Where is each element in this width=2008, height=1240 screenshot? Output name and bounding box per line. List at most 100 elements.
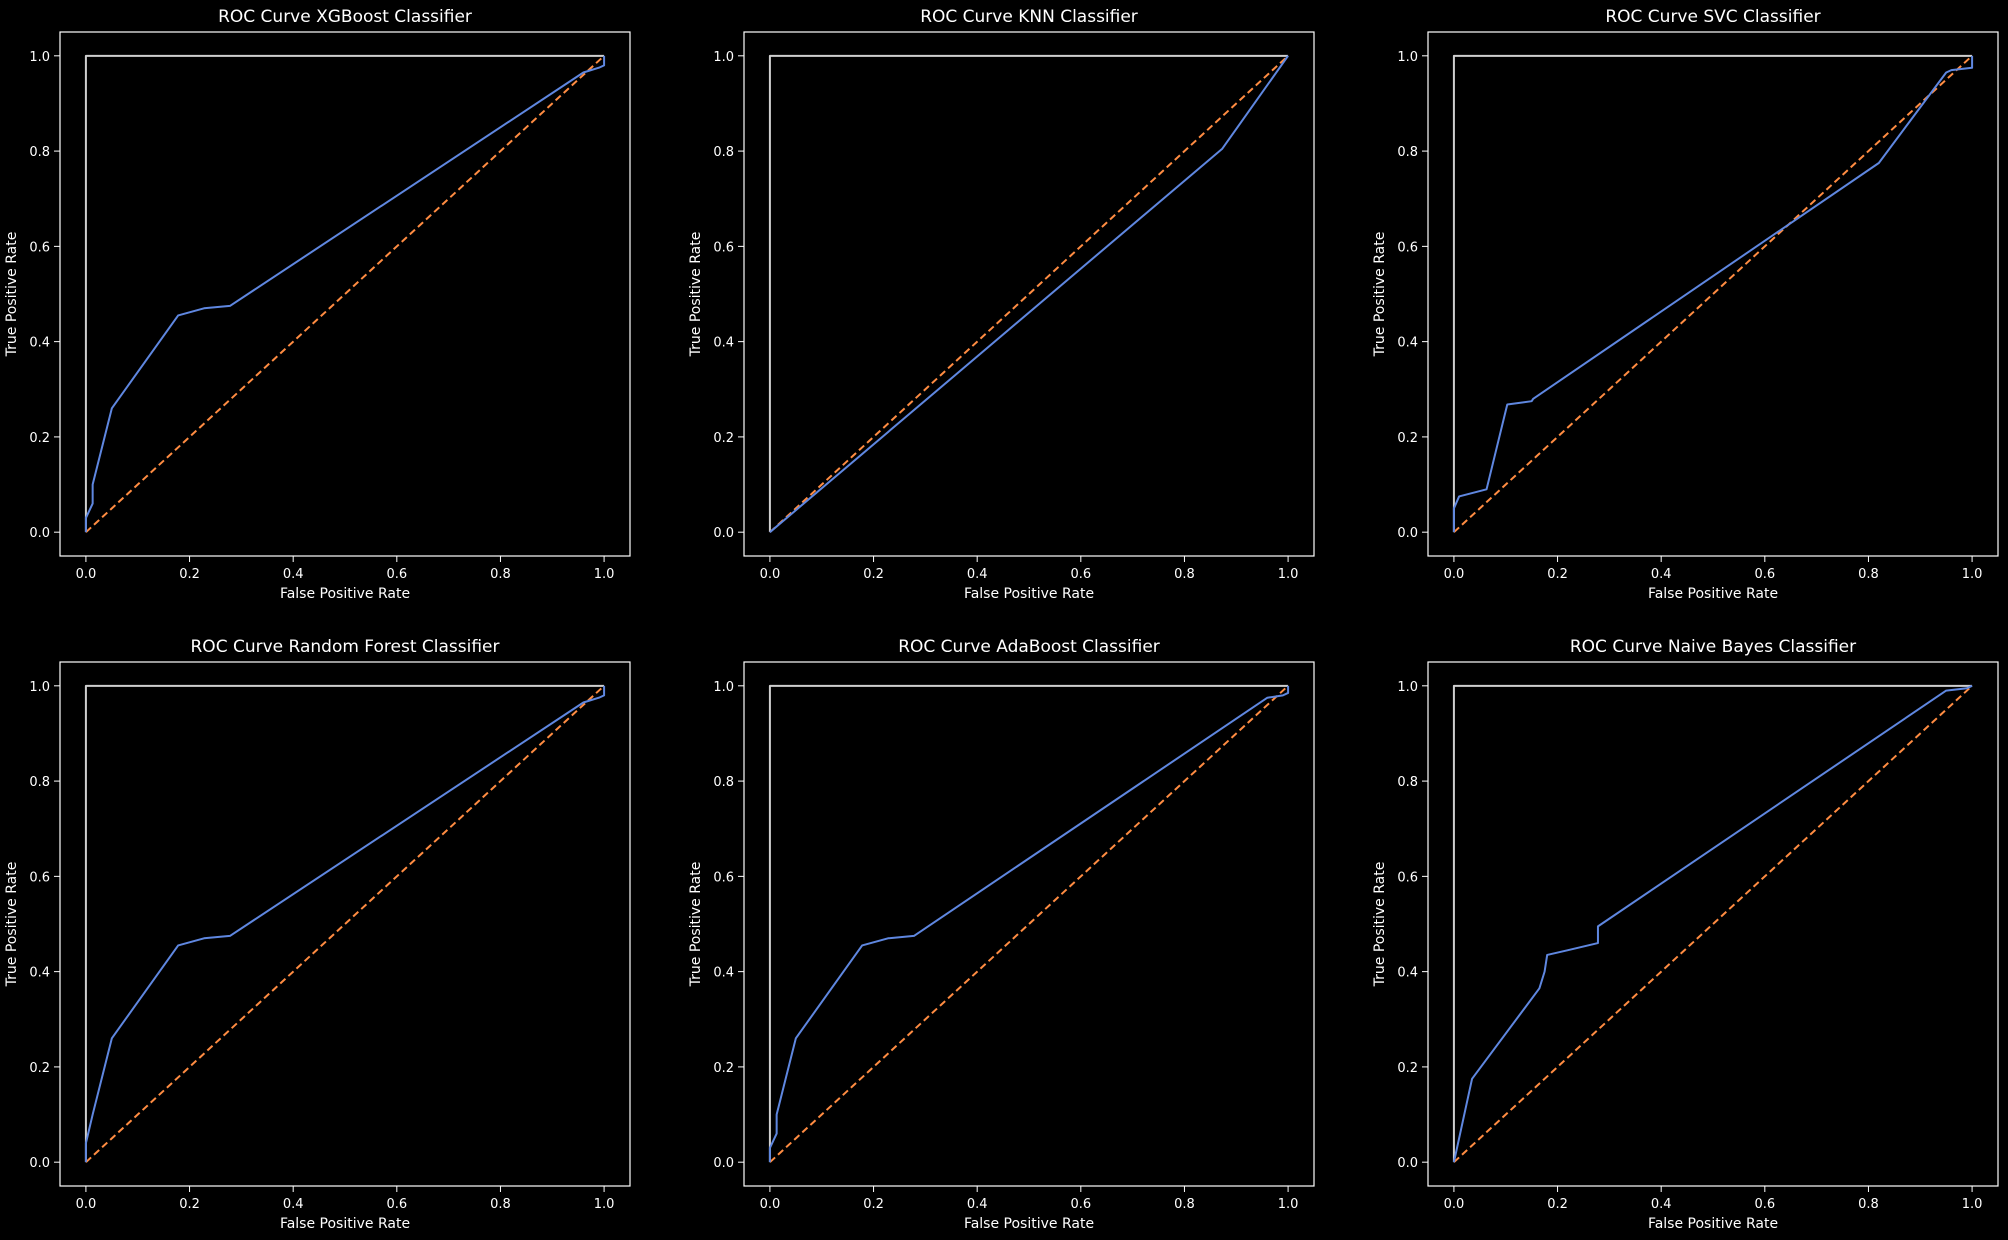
y-tick-label: 0.2	[29, 1061, 50, 1076]
x-tick-label: 0.6	[386, 567, 407, 582]
perfect-classifier-line	[84, 54, 605, 533]
x-tick-label: 0.0	[76, 1197, 97, 1212]
roc-curve-line	[768, 685, 1290, 1163]
roc-subplot-1: ROC Curve XGBoost Classifier 0.0 0.2 0.4 0.6…	[4, 7, 631, 602]
x-tick-label: 0.4	[283, 1197, 304, 1212]
y-axis-label: True Positive Rate	[1372, 232, 1388, 358]
perfect-classifier-line	[84, 684, 605, 1163]
roc-curve-line	[1452, 684, 1973, 1163]
x-tick-label: 0.6	[1754, 567, 1775, 582]
x-tick-label: 0.4	[283, 567, 304, 582]
x-tick-label: 0.8	[490, 567, 511, 582]
x-tick-label: 0.0	[760, 567, 781, 582]
x-tick-label: 0.2	[1547, 1197, 1568, 1212]
y-tick-label: 0.4	[713, 966, 734, 981]
y-tick-label: 0.8	[29, 145, 50, 160]
y-tick-label: 0.6	[1397, 870, 1418, 885]
perfect-classifier-line	[768, 54, 1289, 533]
x-tick-label: 1.0	[594, 1197, 615, 1212]
roc-curve-line	[769, 55, 1289, 533]
axes-frame	[59, 31, 631, 557]
x-tick-label: 1.0	[594, 567, 615, 582]
y-tick-label: 0.2	[29, 431, 50, 446]
chance-diagonal-line	[769, 685, 1289, 1163]
y-tick-label: 0.0	[1397, 526, 1418, 541]
x-tick-label: 0.2	[863, 567, 884, 582]
x-tick-label: 0.0	[760, 1197, 781, 1212]
axes-frame	[1427, 661, 1999, 1187]
y-tick-label: 0.0	[713, 526, 734, 541]
y-tick-label: 1.0	[1397, 680, 1418, 695]
x-tick-label: 0.4	[967, 1197, 988, 1212]
chance-diagonal-line	[769, 55, 1289, 533]
roc-subplot-2: ROC Curve KNN Classifier 0.0 0.2 0.4 0.6 0.8 1…	[688, 7, 1315, 602]
x-tick-label: 0.8	[1174, 1197, 1195, 1212]
x-tick-label: 0.8	[1858, 567, 1879, 582]
x-axis-label: False Positive Rate	[964, 1216, 1094, 1232]
y-tick-label: 0.8	[713, 775, 734, 790]
y-tick-label: 1.0	[713, 50, 734, 65]
axes-frame	[743, 31, 1315, 557]
axes-frame	[743, 661, 1315, 1187]
x-tick-label: 1.0	[1278, 567, 1299, 582]
y-tick-label: 0.6	[29, 870, 50, 885]
y-tick-label: 0.2	[713, 431, 734, 446]
y-tick-label: 0.6	[29, 240, 50, 255]
subplot-title: ROC Curve AdaBoost Classifier	[898, 637, 1160, 657]
x-tick-label: 0.2	[179, 1197, 200, 1212]
x-tick-label: 1.0	[1962, 1197, 1983, 1212]
x-tick-label: 0.8	[1858, 1197, 1879, 1212]
axes-frame	[59, 661, 631, 1187]
y-tick-label: 0.4	[29, 336, 50, 351]
x-tick-label: 0.2	[863, 1197, 884, 1212]
x-tick-label: 0.8	[490, 1197, 511, 1212]
y-axis-label: True Positive Rate	[688, 862, 704, 988]
y-axis-label: True Positive Rate	[4, 232, 20, 358]
perfect-classifier-line	[1452, 54, 1973, 533]
roc-subplot-3: ROC Curve SVC Classifier 0.0 0.2 0.4 0.6 0.8 1…	[1372, 7, 1999, 602]
y-tick-label: 0.4	[29, 966, 50, 981]
x-axis-label: False Positive Rate	[280, 586, 410, 602]
roc-curve-line	[84, 55, 606, 533]
x-tick-label: 0.0	[76, 567, 97, 582]
chance-diagonal-line	[1453, 685, 1973, 1163]
subplot-title: ROC Curve XGBoost Classifier	[218, 7, 472, 27]
y-tick-label: 0.2	[1397, 1061, 1418, 1076]
roc-curve-line	[1452, 55, 1974, 533]
y-tick-label: 0.6	[713, 870, 734, 885]
subplot-title: ROC Curve KNN Classifier	[920, 7, 1138, 27]
x-axis-label: False Positive Rate	[280, 1216, 410, 1232]
y-tick-label: 1.0	[1397, 50, 1418, 65]
x-tick-label: 0.6	[1070, 567, 1091, 582]
x-tick-label: 0.8	[1174, 567, 1195, 582]
x-tick-label: 0.2	[1547, 567, 1568, 582]
subplot-title: ROC Curve SVC Classifier	[1605, 7, 1820, 27]
roc-subplot-5: ROC Curve AdaBoost Classifier 0.0 0.2 0.4 0.…	[688, 637, 1315, 1232]
subplot-title: ROC Curve Random Forest Classifier	[191, 637, 500, 657]
y-tick-label: 0.4	[1397, 966, 1418, 981]
y-tick-label: 1.0	[713, 680, 734, 695]
subplot-title: ROC Curve Naive Bayes Classifier	[1570, 637, 1856, 657]
y-tick-label: 0.0	[1397, 1156, 1418, 1171]
y-axis-label: True Positive Rate	[1372, 862, 1388, 988]
x-tick-label: 0.6	[1070, 1197, 1091, 1212]
y-tick-label: 0.8	[29, 775, 50, 790]
roc-subplot-4: ROC Curve Random Forest Classifier 0.0 0.2…	[4, 637, 631, 1232]
y-tick-label: 0.6	[1397, 240, 1418, 255]
y-tick-label: 0.2	[1397, 431, 1418, 446]
x-tick-label: 0.4	[1651, 567, 1672, 582]
y-axis-label: True Positive Rate	[4, 862, 20, 988]
x-tick-label: 0.0	[1444, 1197, 1465, 1212]
axes-frame	[1427, 31, 1999, 557]
y-tick-label: 0.8	[713, 145, 734, 160]
y-tick-label: 0.0	[29, 526, 50, 541]
y-tick-label: 0.2	[713, 1061, 734, 1076]
y-tick-label: 1.0	[29, 50, 50, 65]
x-tick-label: 1.0	[1962, 567, 1983, 582]
y-tick-label: 0.0	[29, 1156, 50, 1171]
y-tick-label: 0.8	[1397, 145, 1418, 160]
x-tick-label: 1.0	[1278, 1197, 1299, 1212]
x-axis-label: False Positive Rate	[1648, 1216, 1778, 1232]
x-tick-label: 0.2	[179, 567, 200, 582]
